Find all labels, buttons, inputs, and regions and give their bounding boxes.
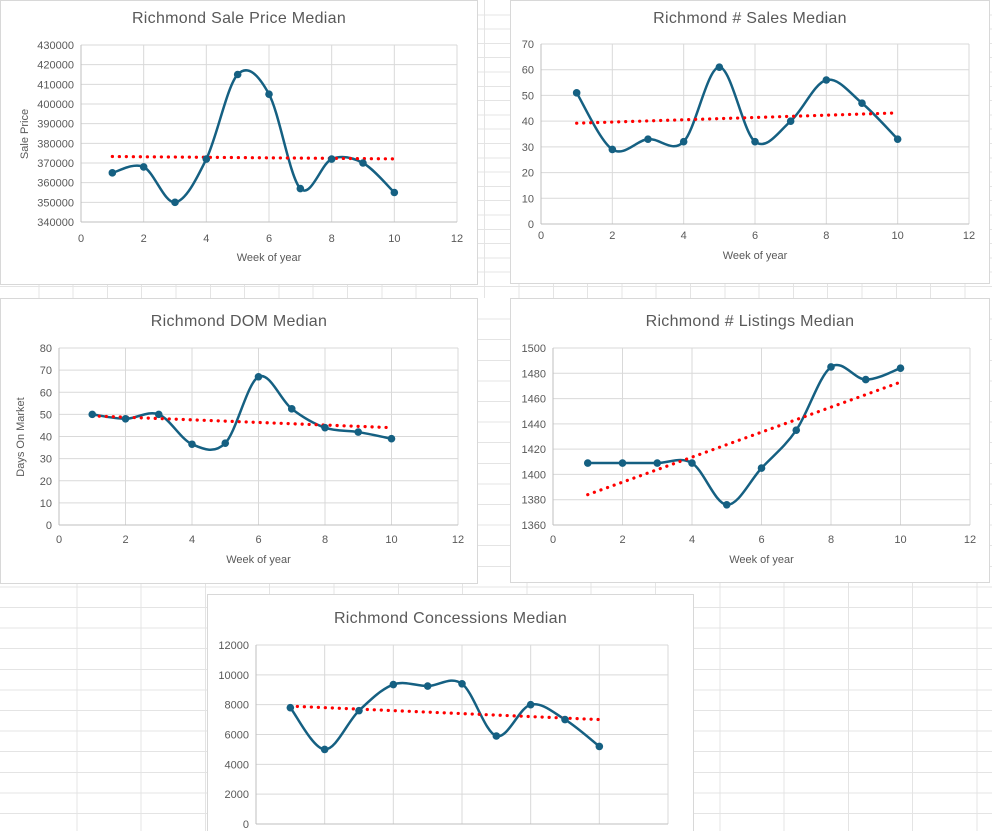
svg-text:4: 4 bbox=[681, 230, 687, 242]
svg-text:8: 8 bbox=[329, 233, 335, 245]
svg-text:2000: 2000 bbox=[225, 789, 249, 801]
x-axis-title: Week of year bbox=[729, 554, 794, 566]
svg-text:8: 8 bbox=[823, 230, 829, 242]
svg-text:410000: 410000 bbox=[37, 79, 74, 91]
svg-text:2: 2 bbox=[141, 233, 147, 245]
svg-text:10: 10 bbox=[40, 498, 52, 510]
svg-text:40: 40 bbox=[522, 116, 534, 128]
svg-text:1380: 1380 bbox=[522, 495, 546, 507]
svg-text:50: 50 bbox=[40, 409, 52, 421]
svg-text:1440: 1440 bbox=[522, 419, 546, 431]
svg-text:1480: 1480 bbox=[522, 368, 546, 380]
svg-text:1460: 1460 bbox=[522, 394, 546, 406]
plot-area: 0 10 20 30 40 50 60 70 0 2 4 6 8 10 12 bbox=[522, 39, 975, 242]
chart-title: Richmond Sale Price Median bbox=[131, 10, 347, 27]
svg-text:0: 0 bbox=[550, 534, 556, 546]
y-axis-title: Sale Price bbox=[19, 108, 31, 160]
svg-text:0: 0 bbox=[56, 534, 62, 546]
svg-text:10: 10 bbox=[522, 193, 534, 205]
svg-text:4000: 4000 bbox=[225, 759, 249, 771]
svg-text:0: 0 bbox=[78, 233, 84, 245]
svg-text:370000: 370000 bbox=[37, 158, 74, 170]
svg-text:1400: 1400 bbox=[522, 469, 546, 481]
chart-concessions-median[interactable]: 0 2000 4000 6000 8000 10000 12000 Richmond Con… bbox=[207, 594, 694, 831]
svg-text:60: 60 bbox=[40, 387, 52, 399]
svg-text:380000: 380000 bbox=[37, 138, 74, 150]
svg-text:0: 0 bbox=[538, 230, 544, 242]
chart-title: Richmond # Listings Median bbox=[645, 313, 855, 330]
svg-text:2: 2 bbox=[619, 534, 625, 546]
svg-text:8: 8 bbox=[828, 534, 834, 546]
svg-text:1500: 1500 bbox=[522, 343, 546, 355]
svg-text:8: 8 bbox=[322, 534, 328, 546]
svg-text:12: 12 bbox=[963, 230, 975, 242]
svg-text:20: 20 bbox=[522, 168, 534, 180]
chart-dom-median[interactable]: 0 10 20 30 40 50 60 70 80 0 2 4 6 8 10 12 Richmond DOM … bbox=[0, 298, 478, 584]
svg-text:10: 10 bbox=[388, 233, 400, 245]
svg-text:6: 6 bbox=[255, 534, 261, 546]
svg-text:0: 0 bbox=[46, 520, 52, 532]
svg-text:1420: 1420 bbox=[522, 444, 546, 456]
svg-text:30: 30 bbox=[522, 142, 534, 154]
chart-title: Richmond DOM Median bbox=[150, 313, 328, 330]
svg-text:6: 6 bbox=[266, 233, 272, 245]
svg-text:4: 4 bbox=[189, 534, 195, 546]
svg-text:10: 10 bbox=[385, 534, 397, 546]
svg-text:1360: 1360 bbox=[522, 520, 546, 532]
svg-text:70: 70 bbox=[40, 365, 52, 377]
x-axis-title: Week of year bbox=[236, 252, 302, 264]
plot-area: 340000 350000 360000 370000 380000 390000 4000… bbox=[37, 40, 463, 245]
chart-num-sales-median[interactable]: 0 10 20 30 40 50 60 70 0 2 4 6 8 10 12 Richmond # Sale… bbox=[510, 0, 990, 284]
svg-text:12: 12 bbox=[451, 233, 463, 245]
svg-text:70: 70 bbox=[522, 39, 534, 51]
x-axis-title: Week of year bbox=[722, 250, 788, 262]
svg-text:50: 50 bbox=[522, 90, 534, 102]
svg-text:4: 4 bbox=[203, 233, 209, 245]
y-axis-title: Days On Market bbox=[15, 397, 27, 477]
svg-text:360000: 360000 bbox=[37, 178, 74, 190]
svg-text:2: 2 bbox=[122, 534, 128, 546]
chart-num-listings-median[interactable]: 1360 1380 1400 1420 1440 1460 1480 1500 0 2 4 6 8 10 1… bbox=[510, 298, 990, 583]
svg-text:0: 0 bbox=[528, 219, 534, 231]
svg-text:340000: 340000 bbox=[37, 217, 74, 229]
svg-text:350000: 350000 bbox=[37, 197, 74, 209]
svg-text:420000: 420000 bbox=[37, 60, 74, 72]
x-axis-title: Week of year bbox=[226, 554, 291, 566]
svg-text:30: 30 bbox=[40, 454, 52, 466]
svg-text:10000: 10000 bbox=[218, 670, 249, 682]
svg-text:2: 2 bbox=[609, 230, 615, 242]
plot-area: 1360 1380 1400 1420 1440 1460 1480 1500 0 2 4 6 8 10 1… bbox=[522, 343, 977, 546]
chart-sale-price-median[interactable]: 340000 350000 360000 370000 380000 390000 4000… bbox=[0, 0, 478, 285]
chart-title: Richmond Concessions Median bbox=[333, 610, 568, 627]
svg-text:60: 60 bbox=[522, 65, 534, 77]
svg-text:12: 12 bbox=[964, 534, 976, 546]
svg-text:80: 80 bbox=[40, 343, 52, 355]
plot-area: 0 2000 4000 6000 8000 10000 12000 bbox=[218, 640, 669, 831]
svg-text:12: 12 bbox=[452, 534, 464, 546]
svg-text:40: 40 bbox=[40, 432, 52, 444]
svg-text:0: 0 bbox=[243, 819, 249, 831]
svg-text:4: 4 bbox=[689, 534, 695, 546]
svg-text:8000: 8000 bbox=[225, 700, 249, 712]
svg-text:400000: 400000 bbox=[37, 99, 74, 111]
svg-text:10: 10 bbox=[892, 230, 904, 242]
svg-text:430000: 430000 bbox=[37, 40, 74, 52]
svg-text:10: 10 bbox=[894, 534, 906, 546]
plot-area: 0 10 20 30 40 50 60 70 80 0 2 4 6 8 10 12 bbox=[40, 343, 464, 546]
svg-text:390000: 390000 bbox=[37, 119, 74, 131]
svg-text:12000: 12000 bbox=[218, 640, 249, 652]
svg-text:6: 6 bbox=[758, 534, 764, 546]
chart-title: Richmond # Sales Median bbox=[653, 10, 847, 27]
svg-text:6: 6 bbox=[752, 230, 758, 242]
svg-text:20: 20 bbox=[40, 476, 52, 488]
svg-text:6000: 6000 bbox=[225, 730, 249, 742]
